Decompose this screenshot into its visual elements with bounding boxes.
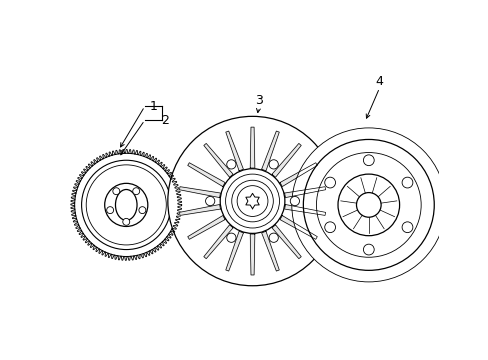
Ellipse shape — [231, 180, 273, 222]
Polygon shape — [245, 193, 259, 209]
Polygon shape — [71, 149, 182, 260]
Polygon shape — [261, 231, 279, 271]
Polygon shape — [456, 205, 467, 215]
Ellipse shape — [113, 188, 120, 195]
Polygon shape — [271, 143, 301, 177]
Polygon shape — [203, 225, 233, 258]
Ellipse shape — [226, 160, 236, 169]
Polygon shape — [280, 163, 317, 186]
Ellipse shape — [363, 244, 373, 255]
Ellipse shape — [205, 197, 214, 206]
Polygon shape — [250, 127, 254, 168]
Polygon shape — [187, 216, 224, 239]
Ellipse shape — [401, 177, 412, 188]
Ellipse shape — [401, 222, 412, 233]
Ellipse shape — [303, 139, 433, 270]
Polygon shape — [280, 216, 317, 239]
Ellipse shape — [268, 233, 278, 242]
Polygon shape — [203, 143, 233, 177]
Ellipse shape — [237, 186, 267, 216]
Ellipse shape — [268, 160, 278, 169]
Polygon shape — [187, 163, 224, 186]
Ellipse shape — [81, 160, 171, 249]
Polygon shape — [261, 131, 279, 171]
Ellipse shape — [167, 116, 337, 286]
Ellipse shape — [324, 177, 335, 188]
Ellipse shape — [220, 169, 285, 233]
Polygon shape — [179, 187, 220, 198]
Ellipse shape — [115, 189, 137, 220]
Polygon shape — [284, 204, 325, 215]
Ellipse shape — [290, 197, 299, 206]
Polygon shape — [225, 131, 243, 171]
Ellipse shape — [316, 153, 420, 257]
Text: 1: 1 — [149, 100, 157, 113]
Ellipse shape — [132, 188, 140, 195]
Polygon shape — [250, 234, 254, 275]
Ellipse shape — [86, 165, 166, 245]
Polygon shape — [179, 204, 220, 215]
Ellipse shape — [104, 183, 147, 226]
Ellipse shape — [363, 155, 373, 166]
Text: 2: 2 — [161, 114, 168, 127]
Ellipse shape — [356, 193, 380, 217]
Ellipse shape — [106, 207, 113, 213]
Ellipse shape — [75, 153, 178, 256]
Polygon shape — [271, 225, 301, 258]
Polygon shape — [284, 187, 325, 198]
Polygon shape — [225, 231, 243, 271]
Ellipse shape — [139, 207, 145, 213]
Ellipse shape — [337, 174, 399, 236]
Ellipse shape — [291, 128, 445, 282]
Text: 4: 4 — [375, 75, 383, 88]
Ellipse shape — [122, 219, 129, 225]
Text: 3: 3 — [254, 94, 262, 107]
Ellipse shape — [226, 233, 236, 242]
Ellipse shape — [225, 174, 279, 228]
Ellipse shape — [324, 222, 335, 233]
